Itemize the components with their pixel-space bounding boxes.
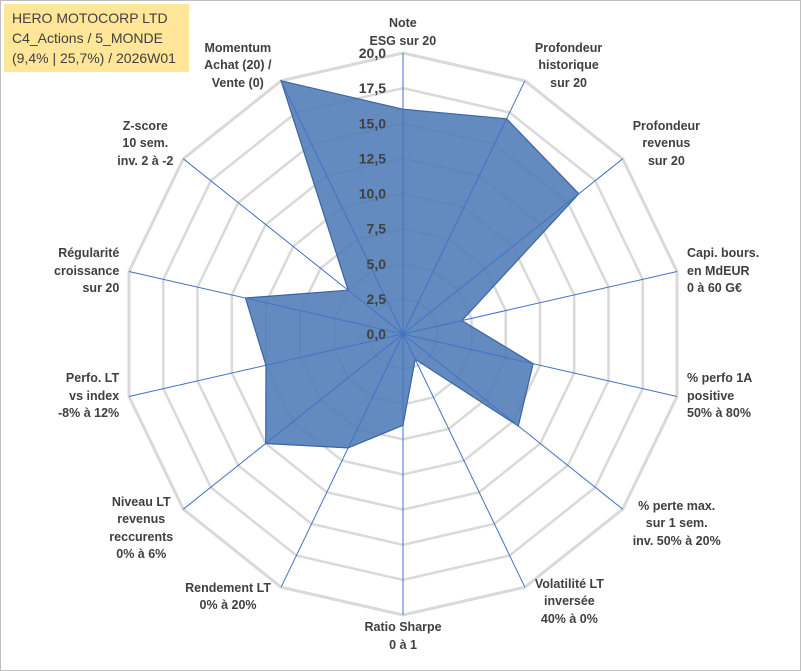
chart-period-line: (9,4% | 25,7%) / 2026W01	[12, 50, 176, 66]
axis-label: Régularité croissance sur 20	[54, 245, 119, 298]
axis-label-line: Ratio Sharpe	[364, 620, 442, 634]
radial-tick-label: 5,0	[367, 256, 387, 272]
axis-label-line: inversée	[544, 594, 595, 609]
radar-spoke	[280, 333, 404, 588]
axis-label-line: % perte max.	[638, 498, 716, 513]
axis-label-line: Volatilité LT	[534, 576, 604, 591]
axis-label: % perte max. sur 1 sem. inv. 50% à 20%	[633, 498, 721, 551]
axis-label-line: sur 20	[647, 153, 685, 168]
axis-label-line: reccurents	[109, 529, 174, 544]
axis-label-line: sur 20	[550, 75, 587, 90]
radar-spoke	[402, 271, 678, 335]
radar-series-layer	[244, 79, 580, 449]
axis-label-line: Vente (0)	[211, 75, 264, 90]
radar-spoke	[182, 333, 404, 510]
axis-label: Niveau LT revenus reccurents 0% à 6%	[109, 494, 173, 564]
radar-spoke	[280, 80, 404, 335]
axis-label: Perfo. LT vs index -8% à 12%	[58, 370, 119, 423]
axis-label-line: croissance	[54, 263, 120, 278]
radar-series-area	[244, 79, 580, 449]
axis-label: Z-score 10 sem. inv. 2 à -2	[117, 118, 173, 171]
chart-subtitle-line: C4_Actions / 5_MONDE	[12, 30, 163, 46]
axis-label: Ratio Sharpe 0 à 1	[365, 619, 442, 654]
radar-tick-labels: 0,0 2,5 5,0 7,5 10,0 12,5 15,0 17,5 20,0	[359, 45, 386, 342]
radial-tick-label: 10,0	[359, 186, 386, 202]
axis-label-line: 0% à 20%	[199, 598, 257, 612]
axis-label-line: % perfo 1A	[687, 371, 753, 386]
chart-title-box: HERO MOTOCORP LTD C4_Actions / 5_MONDE (…	[4, 4, 189, 72]
radial-tick-label: 20,0	[359, 45, 386, 61]
axis-label-line: Capi. bours.	[687, 246, 760, 261]
axis-label-line: ESG sur 20	[369, 33, 437, 48]
axis-label-line: positive	[687, 388, 735, 403]
axis-label-line: Achat (20) /	[204, 58, 272, 73]
axis-label-line: 0% à 6%	[116, 547, 167, 562]
axis-label-line: Rendement LT	[185, 580, 271, 595]
axis-label-line: revenus	[117, 512, 166, 527]
axis-label-line: Perfo. LT	[65, 371, 120, 386]
axis-label-line: Régularité	[58, 246, 120, 261]
axis-label-line: Profondeur	[534, 40, 603, 55]
radar-spoke	[128, 271, 404, 335]
axis-label: Volatilité LT inversée 40% à 0%	[535, 576, 604, 629]
axis-label-line: 10 sem.	[122, 136, 169, 151]
radar-spoke	[402, 333, 624, 510]
axis-label-line: sur 1 sem.	[645, 516, 708, 531]
axis-label-line: Niveau LT	[111, 494, 171, 509]
radar-spokes	[128, 53, 678, 615]
axis-label-line: en MdEUR	[687, 263, 750, 278]
radar-spoke	[182, 158, 404, 335]
axis-label-line: 40% à 0%	[540, 611, 598, 626]
radial-tick-label: 17,5	[359, 80, 386, 96]
chart-title-line: HERO MOTOCORP LTD	[12, 10, 168, 26]
radar-spoke	[402, 158, 624, 335]
radial-tick-label: 15,0	[359, 115, 386, 131]
axis-label-line: inv. 2 à -2	[117, 153, 174, 168]
axis-label: Rendement LT 0% à 20%	[185, 580, 271, 615]
radial-tick-label: 2,5	[367, 291, 387, 307]
radar-spoke	[128, 333, 404, 397]
axis-label-line: revenus	[642, 136, 691, 151]
axis-label-line: Momentum	[204, 40, 272, 55]
axis-label-line: Z-score	[122, 118, 168, 133]
axis-label-line: 50% à 80%	[687, 406, 751, 421]
axis-label: Momentum Achat (20) / Vente (0)	[204, 40, 271, 93]
radial-tick-label: 7,5	[367, 221, 387, 237]
axis-label-line: sur 20	[82, 281, 120, 296]
axis-label-line: -8% à 12%	[58, 406, 120, 421]
axis-label: Note ESG sur 20	[370, 15, 437, 50]
axis-label-line: 0 à 60 G€	[687, 281, 742, 296]
axis-label-line: historique	[538, 58, 599, 73]
axis-label-line: inv. 50% à 20%	[632, 533, 721, 548]
axis-label-line: vs index	[69, 388, 120, 403]
radar-spoke	[402, 333, 526, 588]
radar-spoke	[402, 80, 526, 335]
axis-label-line: 0 à 1	[389, 637, 417, 652]
axis-label-line: Note	[388, 16, 417, 30]
axis-label: % perfo 1A positive 50% à 80%	[687, 370, 752, 423]
axis-label-line: Profondeur	[632, 118, 701, 133]
axis-label: Profondeur historique sur 20	[535, 40, 602, 93]
radial-tick-label: 12,5	[359, 150, 386, 166]
radar-spoke	[402, 333, 678, 397]
axis-label: Capi. bours. en MdEUR 0 à 60 G€	[687, 245, 759, 298]
radial-tick-label: 0,0	[367, 326, 387, 342]
axis-label: Profondeur revenus sur 20	[633, 118, 700, 171]
